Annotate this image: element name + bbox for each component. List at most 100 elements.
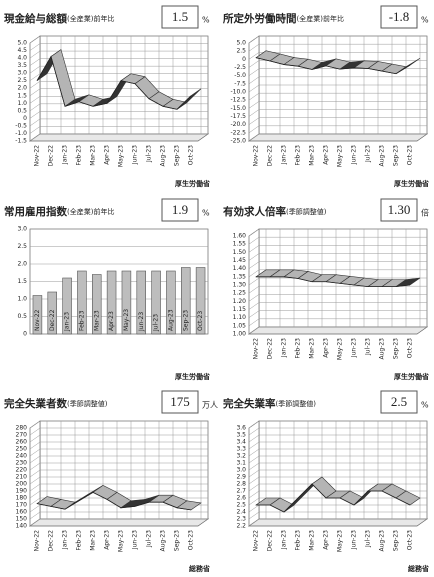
source: 厚生労働省	[175, 372, 210, 381]
y-tick-label: 0.5	[17, 313, 27, 320]
x-tick-label: Jul-23	[146, 145, 153, 163]
x-tick-label: Jul-23	[365, 530, 372, 548]
grid-line	[248, 462, 427, 471]
subtitle: (季節調整値)	[67, 399, 108, 408]
y-tick-label: 1.0	[17, 296, 27, 303]
grid-line	[248, 302, 427, 310]
y-tick-label: 3.4	[236, 439, 246, 446]
subtitle: (季節調整値)	[286, 207, 327, 216]
title: 完全失業者数	[4, 397, 67, 410]
y-tick-label: 1.00	[233, 331, 247, 338]
title: 有効求人倍率	[223, 205, 286, 218]
grid-line	[29, 511, 208, 520]
source: 厚生労働省	[175, 179, 210, 188]
title: 完全失業率	[223, 397, 276, 410]
y-tick-label: 2.2	[236, 523, 246, 530]
headline-box	[161, 390, 199, 414]
x-tick-label: Oct-23	[407, 145, 414, 165]
x-tick-label: Dec-22	[267, 145, 274, 167]
x-tick-label: Dec-22	[49, 309, 56, 331]
x-tick-label: May-23	[337, 530, 344, 552]
grid-line	[29, 43, 208, 51]
y-tick-label: 1.40	[233, 265, 247, 272]
y-tick-label: 5.0	[17, 40, 27, 47]
y-tick-label: 190	[16, 488, 28, 495]
grid-line	[248, 261, 427, 269]
line	[256, 276, 411, 288]
x-tick-label: Feb-23	[76, 145, 83, 166]
y-tick-label: 280	[16, 425, 28, 432]
unit: %	[202, 209, 210, 218]
x-tick-label: Jan-23	[281, 145, 288, 165]
grid-line	[248, 236, 427, 245]
grid-line	[248, 310, 427, 318]
title-suffix: 前年比	[93, 14, 114, 23]
grid-line	[29, 518, 208, 527]
grid-line	[29, 103, 208, 112]
x-tick-label: Feb-23	[295, 145, 302, 166]
line	[256, 483, 411, 513]
grid-line	[29, 111, 208, 119]
bar	[77, 270, 87, 335]
x-tick-label: Mar-23	[90, 530, 97, 551]
y-tick-label: 3.5	[17, 62, 27, 69]
title: 現金給与総額	[4, 12, 67, 25]
grid-line	[248, 318, 427, 327]
y-tick-label: 200	[16, 481, 28, 488]
source: 総務省	[408, 564, 429, 573]
x-tick-label: Jun-23	[138, 312, 145, 332]
x-tick-label: Oct-23	[188, 145, 195, 165]
unit: 倍	[421, 208, 429, 218]
bar	[136, 270, 147, 335]
y-tick-label: 1.5	[17, 278, 27, 285]
y-tick-label: 3.2	[236, 453, 246, 460]
x-tick-label: Oct-23	[407, 530, 414, 550]
bar	[62, 277, 72, 335]
x-tick-label: Nov-22	[253, 145, 260, 167]
x-tick-label: Sep-23	[393, 530, 400, 551]
y-tick-label: -20.0	[230, 121, 246, 128]
x-tick-label: Sep-23	[182, 310, 189, 331]
grid-line	[29, 126, 208, 134]
y-tick-label: -25.0	[230, 138, 246, 145]
headline-value: -1.8	[389, 9, 410, 24]
floor	[28, 133, 210, 142]
bar	[195, 267, 206, 335]
y-tick-label: 140	[16, 523, 28, 530]
x-tick-label: Jan-23	[281, 338, 288, 358]
title: 所定外労働時間	[223, 12, 297, 25]
grid-line	[248, 476, 427, 485]
y-tick-label: 0	[23, 115, 27, 122]
y-tick-label: -12.5	[230, 97, 246, 104]
y-tick-label: 1.15	[233, 306, 247, 313]
grid-line	[248, 511, 427, 520]
grid-line	[248, 92, 427, 101]
x-tick-label: Apr-23	[104, 530, 111, 550]
y-tick-label: 170	[16, 502, 28, 509]
y-tick-label: 1.35	[233, 273, 247, 280]
line	[36, 491, 192, 511]
y-tick-label: -7.5	[234, 80, 246, 87]
floor	[247, 518, 429, 527]
x-tick-label: Aug-23	[379, 145, 386, 167]
y-tick-label: 2.8	[236, 481, 246, 488]
grid-line	[248, 101, 427, 109]
y-tick-label: 150	[16, 516, 28, 523]
grid-line	[248, 497, 427, 506]
x-tick-label: Feb-23	[295, 338, 302, 359]
x-tick-label: Mar-23	[90, 145, 97, 166]
grid-line	[248, 326, 427, 335]
y-tick-label: 3.0	[17, 70, 27, 77]
x-tick-label: May-23	[118, 530, 125, 552]
panel-title: 所定外労働時間(全産業)前年比	[223, 12, 344, 25]
y-tick-label: -5.0	[234, 72, 246, 79]
grid-line	[248, 441, 427, 450]
y-tick-label: -22.5	[230, 129, 246, 136]
x-tick-label: Aug-23	[160, 145, 167, 167]
line	[36, 55, 192, 110]
bar	[106, 270, 117, 335]
y-tick-label: 160	[16, 509, 28, 516]
grid-line	[248, 294, 427, 302]
bar	[181, 267, 191, 335]
